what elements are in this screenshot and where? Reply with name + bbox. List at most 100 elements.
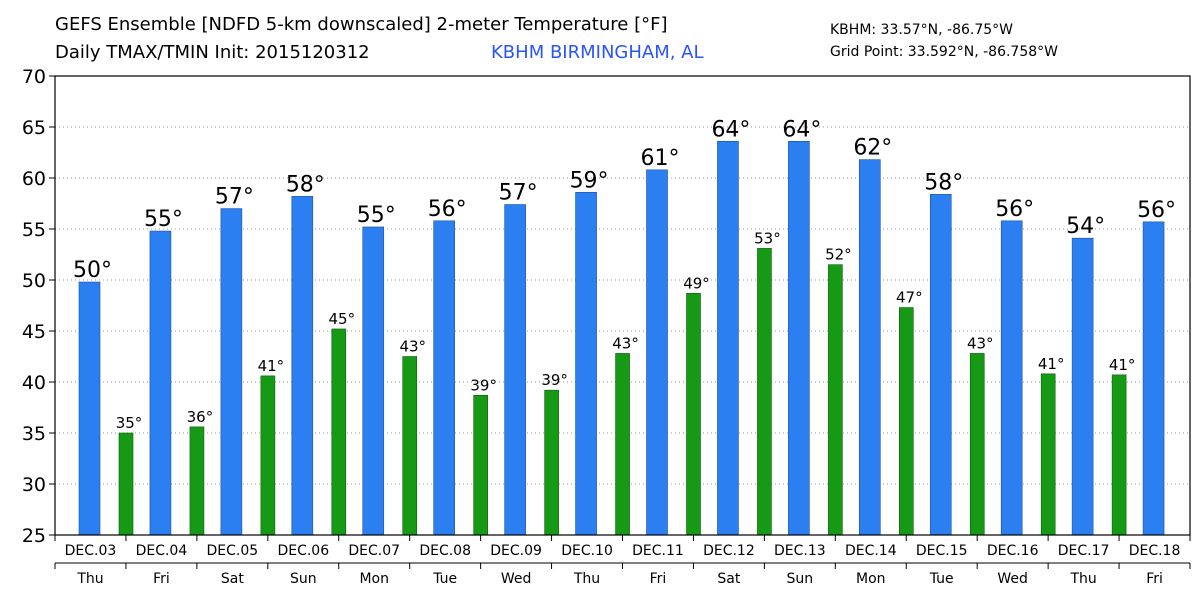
x-tick-label: DEC.06 — [277, 543, 329, 559]
tmax-bar — [504, 204, 526, 536]
tmax-label: 57° — [215, 185, 254, 210]
tmin-label: 47° — [896, 289, 923, 307]
tmax-bar — [362, 226, 385, 536]
y-tick-label: 55 — [22, 219, 46, 241]
grid-point-coordinates: Grid Point: 33.592°N, -86.758°W — [830, 44, 1058, 60]
x-tick-label: DEC.07 — [348, 543, 400, 559]
y-tick-label: 70 — [22, 66, 46, 88]
tmin-label: 45° — [329, 310, 356, 328]
y-tick-label: 40 — [22, 372, 46, 394]
weekday-label: Wed — [501, 571, 532, 587]
weekday-label: Thu — [76, 571, 103, 587]
tmax-label: 54° — [1066, 214, 1105, 239]
tmax-label: 56° — [995, 197, 1034, 222]
tmin-bar — [544, 389, 559, 536]
tmax-label: 64° — [711, 117, 750, 142]
tmax-label: 57° — [499, 181, 538, 206]
tmin-label: 43° — [967, 334, 994, 352]
tmax-bar — [1000, 220, 1023, 536]
tmax-label: 56° — [428, 197, 467, 222]
tmin-label: 52° — [825, 246, 852, 264]
y-tick-label: 30 — [22, 474, 46, 496]
tmax-label: 61° — [641, 146, 680, 171]
tmax-bar — [433, 220, 455, 536]
weekday-label: Fri — [650, 571, 667, 587]
tmin-label: 41° — [1109, 356, 1136, 374]
tmax-bar — [788, 140, 810, 536]
x-tick-label: DEC.12 — [703, 543, 755, 559]
x-tick-label: DEC.10 — [561, 543, 613, 559]
tmin-bar — [402, 356, 418, 536]
tmax-bar — [291, 196, 314, 536]
weekday-label: Mon — [359, 571, 389, 587]
tmin-label: 39° — [541, 371, 568, 389]
weekday-label: Thu — [573, 571, 600, 587]
tmax-bar — [646, 169, 668, 536]
tmin-label: 49° — [683, 274, 710, 292]
tmax-label: 58° — [924, 170, 963, 195]
tmin-label: 53° — [754, 229, 781, 247]
tmax-label: 64° — [782, 117, 821, 142]
weekday-label: Sun — [787, 571, 814, 587]
tmin-bar — [969, 353, 985, 536]
weekday-label: Sun — [290, 571, 317, 587]
weekday-label: Fri — [1146, 571, 1163, 587]
tmax-bar — [1071, 237, 1094, 536]
tmin-bar — [615, 353, 630, 536]
tmin-bar — [331, 328, 347, 536]
tmax-bar — [149, 230, 172, 536]
tmin-bar — [686, 292, 701, 536]
weekday-label: Tue — [929, 571, 954, 587]
chart-subtitle: Daily TMAX/TMIN Init: 2015120312 — [55, 42, 370, 63]
y-tick-label: 45 — [22, 321, 46, 343]
chart-title: GEFS Ensemble [NDFD 5-km downscaled] 2-m… — [55, 14, 668, 35]
x-tick-label: DEC.16 — [987, 543, 1039, 559]
location-label: KBHM BIRMINGHAM, AL — [491, 42, 704, 63]
y-tick-label: 35 — [22, 423, 46, 445]
y-tick-label: 25 — [22, 525, 46, 547]
tmin-bar — [899, 307, 914, 536]
station-coordinates: KBHM: 33.57°N, -86.75°W — [830, 22, 1013, 38]
weekday-label: Tue — [432, 571, 457, 587]
weekday-label: Sat — [221, 571, 244, 587]
tmax-label: 50° — [73, 258, 112, 283]
tmax-bar — [717, 140, 739, 536]
weekday-label: Sat — [717, 571, 740, 587]
weekday-label: Wed — [997, 571, 1028, 587]
weekday-label: Mon — [856, 571, 886, 587]
x-tick-label: DEC.15 — [916, 543, 968, 559]
x-tick-label: DEC.08 — [419, 543, 471, 559]
x-tick-label: DEC.11 — [632, 543, 684, 559]
tmax-label: 62° — [853, 136, 892, 161]
x-tick-label: DEC.13 — [774, 543, 826, 559]
tmax-bar — [859, 159, 881, 536]
tmax-bar — [575, 191, 597, 536]
tmax-bar — [220, 208, 243, 536]
tmin-bar — [1111, 374, 1127, 536]
tmin-label: 39° — [470, 376, 497, 394]
y-tick-label: 65 — [22, 117, 46, 139]
tmin-label: 43° — [612, 334, 639, 352]
x-tick-label: DEC.14 — [845, 543, 897, 559]
tmax-label: 58° — [286, 172, 325, 197]
y-tick-label: 50 — [22, 270, 46, 292]
tmin-label: 41° — [1038, 355, 1065, 373]
tmin-bar — [473, 394, 488, 536]
tmin-bar — [1040, 373, 1056, 536]
tmax-label: 55° — [357, 203, 396, 228]
tmax-label: 56° — [1137, 198, 1176, 223]
tmin-bar — [260, 375, 276, 536]
tmin-bar — [118, 432, 134, 536]
tmax-bar — [78, 281, 101, 536]
tmax-label: 59° — [570, 168, 609, 193]
y-tick-label: 60 — [22, 168, 46, 190]
tmin-label: 36° — [187, 408, 214, 426]
x-tick-label: DEC.03 — [65, 543, 117, 559]
tmax-label: 55° — [144, 207, 183, 232]
tmin-bar — [757, 248, 772, 536]
x-tick-label: DEC.18 — [1129, 543, 1181, 559]
x-tick-label: DEC.05 — [207, 543, 259, 559]
weekday-label: Thu — [1069, 571, 1096, 587]
weekday-label: Fri — [153, 571, 170, 587]
